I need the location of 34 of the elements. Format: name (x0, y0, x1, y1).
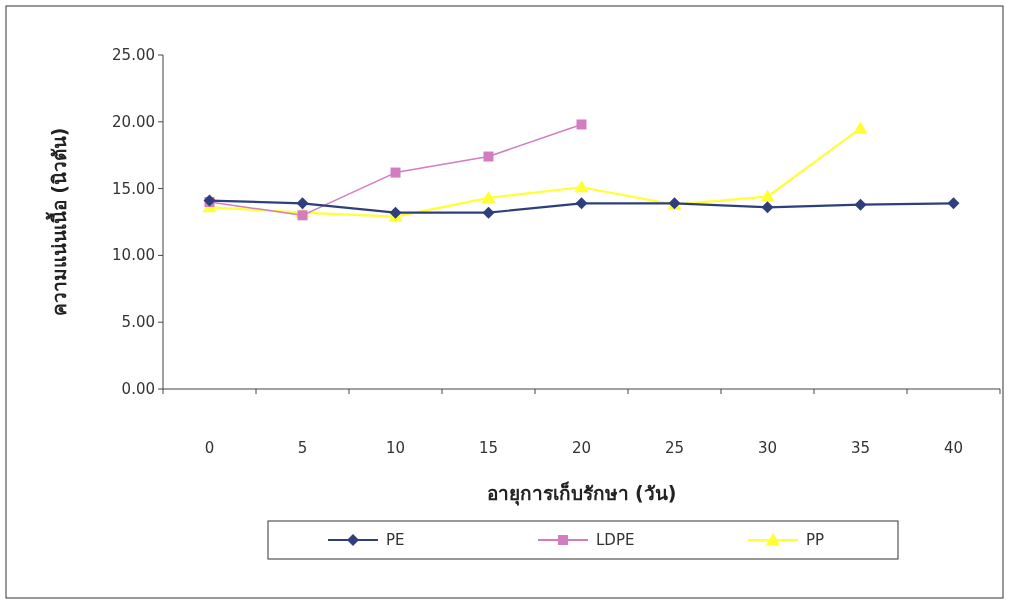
point (481, 190, 496, 203)
x-tick-label: 10 (385, 439, 406, 457)
y-tick-label: 10.00 (112, 246, 155, 265)
point (761, 201, 774, 214)
point (482, 206, 495, 219)
x-tick-label: 30 (757, 439, 778, 457)
point (390, 167, 401, 178)
y-axis-title: ความแน่นเนื้อ (นิวตัน) (45, 127, 70, 317)
x-tick-label: 40 (943, 439, 964, 457)
x-tick-label: 15 (478, 439, 499, 457)
legend-label: PE (386, 531, 405, 549)
point (576, 119, 587, 130)
y-tick-label: 25.00 (112, 46, 155, 64)
y-tick-label: 20.00 (112, 112, 155, 131)
point (853, 121, 868, 134)
point (947, 197, 960, 210)
x-axis-title: อายุการเก็บรักษา (วัน) (486, 481, 677, 506)
point (854, 198, 867, 211)
x-tick-label: 25 (664, 439, 685, 457)
y-tick-label: 15.00 (112, 179, 155, 198)
legend-label: PP (806, 531, 825, 549)
x-tick-label: 20 (571, 439, 592, 457)
point (574, 180, 589, 193)
y-tick-label: 5.00 (121, 313, 155, 332)
y-tick-label: 0.00 (121, 380, 155, 398)
x-tick-label: 5 (297, 439, 308, 457)
legend-label: LDPE (596, 531, 635, 549)
point (297, 210, 308, 221)
x-tick-label: 0 (204, 439, 215, 457)
point (760, 189, 775, 202)
x-tick-label: 35 (850, 439, 871, 457)
point (483, 151, 494, 162)
point (575, 197, 588, 210)
point (296, 197, 309, 210)
